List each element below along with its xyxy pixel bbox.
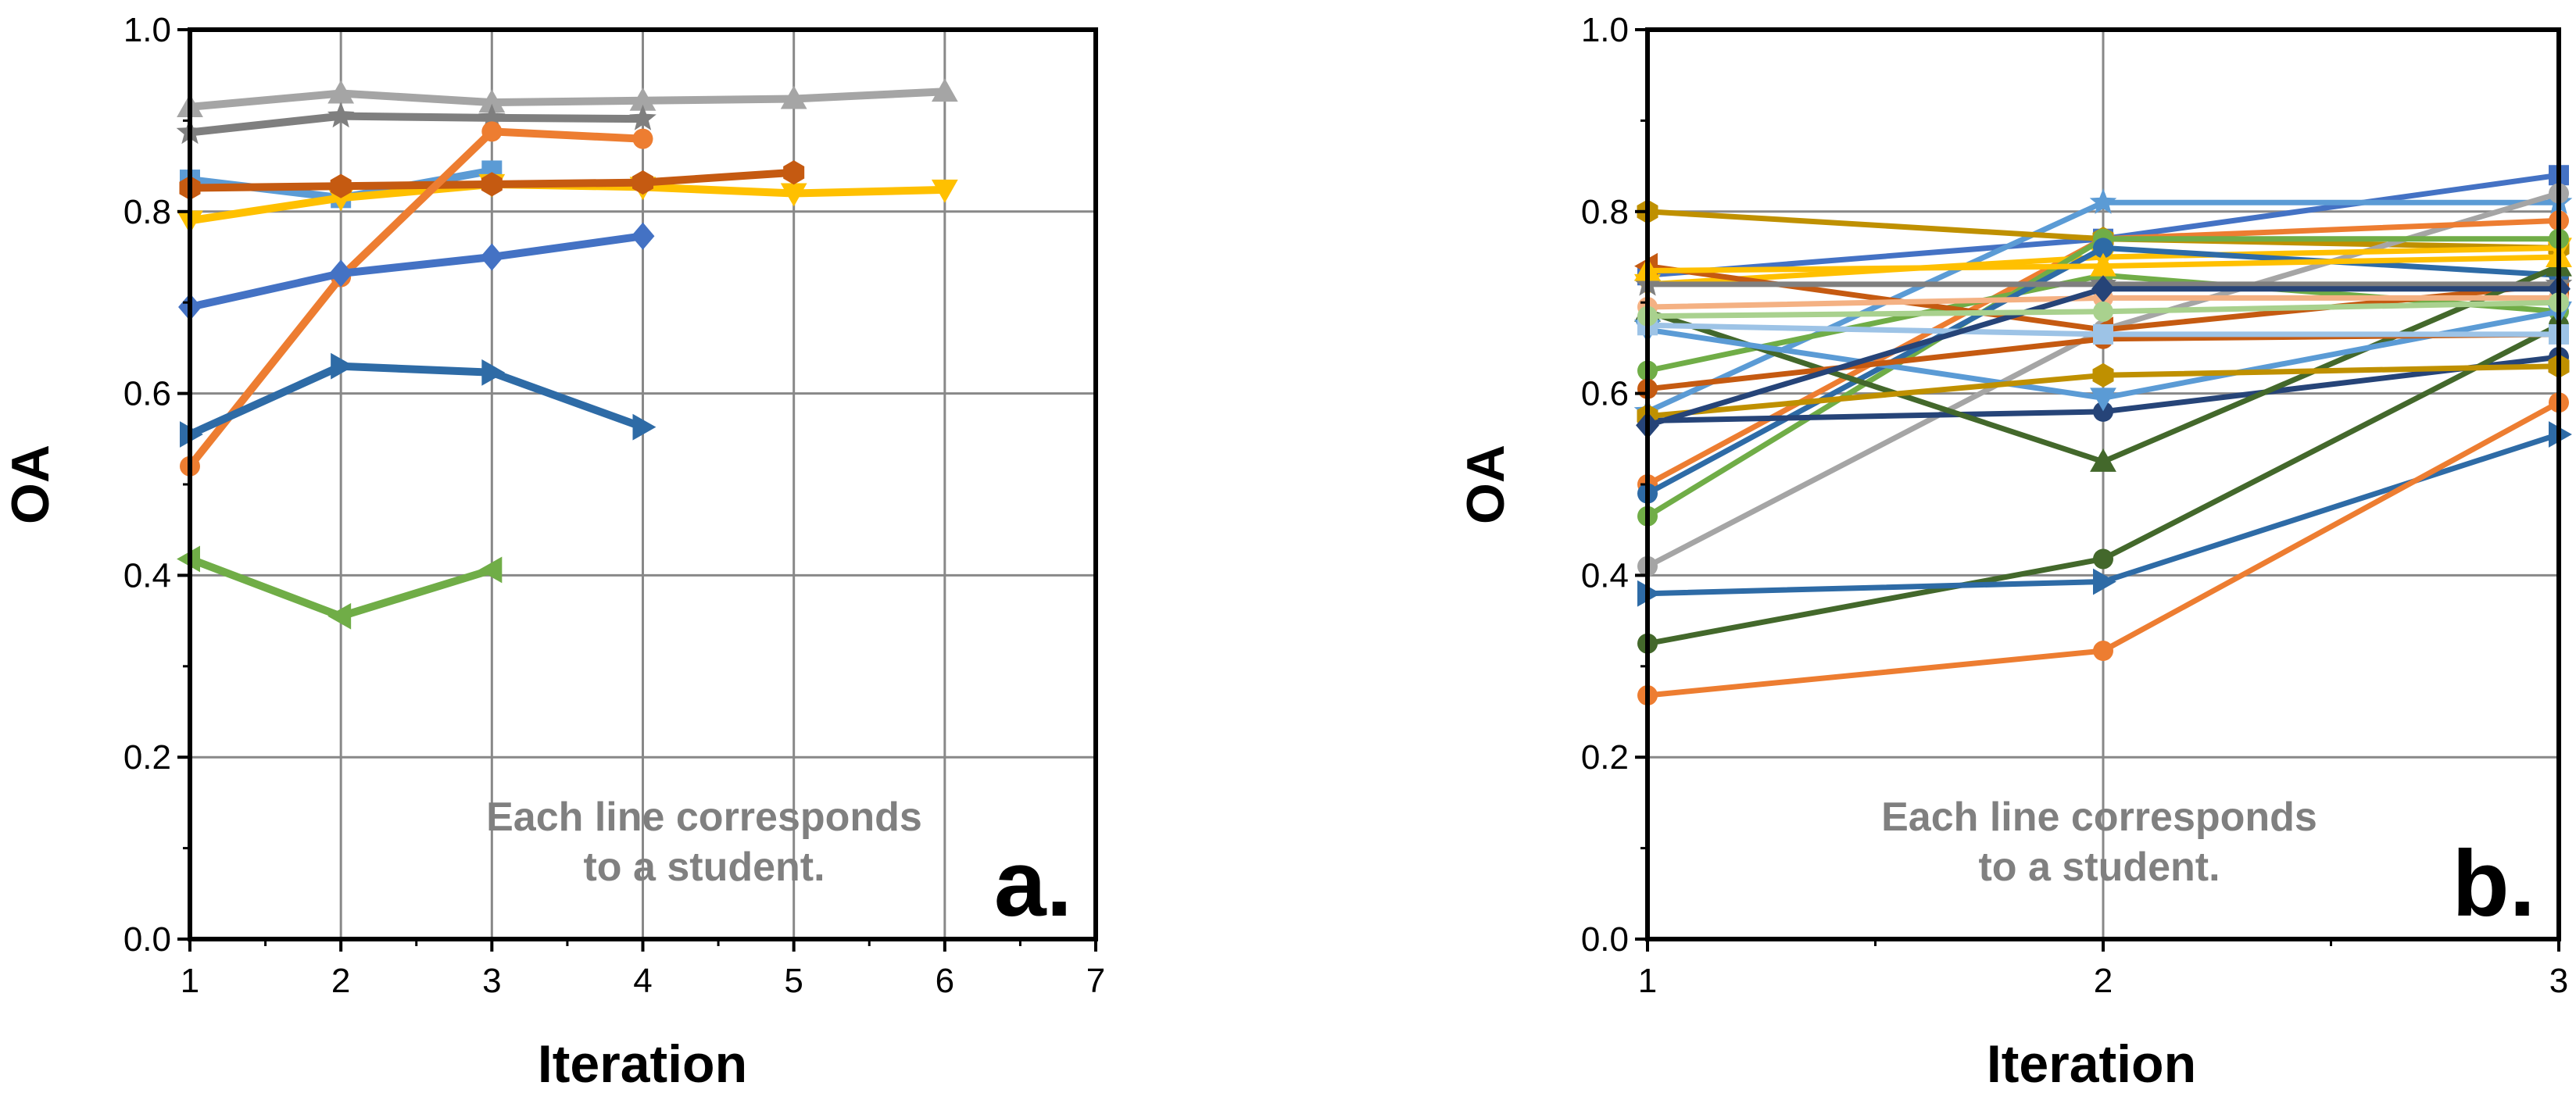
panel-label: a. [994,831,1072,936]
data-point [2091,275,2115,303]
data-point [780,183,807,207]
data-point [632,128,653,149]
data-point [327,80,355,104]
y-tick-label: 0.2 [123,738,171,777]
x-tick-label: 7 [1086,962,1105,1000]
series-student-a6 [180,121,653,477]
data-point [478,103,506,130]
y-tick-label: 0.4 [1581,556,1629,595]
data-point [629,87,657,111]
data-point [631,222,655,250]
y-tick-label: 0.4 [123,556,171,595]
data-point [478,89,506,113]
annotation-line: Each line corresponds [1881,795,2317,840]
data-point [481,121,503,142]
y-axis-title: OA [1456,445,1515,524]
series-student-a8 [180,352,657,448]
data-point [2092,363,2114,388]
data-point [478,556,503,584]
series-line [186,88,949,111]
x-axis-title: Iteration [1987,1034,2196,1093]
y-tick-label: 1.0 [123,11,171,49]
data-point [2093,323,2113,345]
x-tick-label: 1 [1638,962,1657,1000]
y-tick-label: 0.0 [1581,920,1629,959]
data-point [331,352,355,380]
data-point [2090,388,2116,412]
panel-label: b. [2452,831,2535,936]
data-point [2093,301,2113,322]
x-tick-label: 2 [2094,962,2113,1000]
series-line [186,112,647,137]
data-point [783,160,805,185]
data-point [330,173,352,198]
data-point [2093,641,2113,662]
x-tick-label: 5 [784,962,803,1000]
annotation: Each line corresponds to a student. [486,795,922,890]
series-student-b14 [1637,421,2572,607]
y-tick-label: 0.8 [123,193,171,231]
y-axis-title: OA [1,445,60,524]
data-point [2093,568,2116,595]
x-tick-label: 3 [482,962,501,1000]
series-line [186,232,647,311]
data-point [2093,401,2113,422]
data-point [327,602,352,630]
annotation-line: to a student. [1978,845,2220,890]
annotation: Each line corresponds to a student. [1881,795,2317,890]
x-tick-label: 2 [331,962,350,1000]
annotation-line: Each line corresponds [486,795,922,840]
data-point [2093,548,2113,570]
data-point [2090,448,2116,472]
data-point [931,78,958,102]
series-student-a7 [178,222,655,321]
data-point [931,179,958,203]
chart-panel-a: Each line corresponds to a student. 1 2 3 4 5 6… [1,11,1105,1093]
chart-panel-b: Each line corresponds to a student. 1 2 3 0.0… [1456,11,2573,1093]
data-point [780,85,807,109]
series-student-a5 [179,160,805,201]
y-tick-label: 0.6 [123,375,171,413]
y-tick-label: 0.0 [123,920,171,959]
x-tick-label: 4 [633,962,652,1000]
data-point [327,102,355,128]
data-point [329,259,353,288]
data-point [480,243,504,271]
data-point [2090,252,2116,277]
data-point [629,104,657,130]
x-axis-title: Iteration [538,1034,747,1093]
x-tick-label: 1 [181,962,199,1000]
series-student-a1 [177,78,958,117]
y-tick-label: 0.6 [1581,375,1629,413]
x-tick-label: 6 [936,962,954,1000]
x-tick-label: 3 [2549,962,2568,1000]
series-line [186,127,647,470]
data-point [2089,188,2117,214]
data-point [2093,238,2113,259]
data-point [632,413,657,441]
annotation-line: to a student. [583,845,825,890]
y-tick-label: 1.0 [1581,11,1629,49]
data-point [481,172,503,197]
series-student-a9 [177,545,503,630]
data-point [481,359,506,386]
series-line [186,362,647,438]
y-tick-label: 0.2 [1581,738,1629,777]
y-tick-label: 0.8 [1581,193,1629,231]
data-point [631,170,654,195]
